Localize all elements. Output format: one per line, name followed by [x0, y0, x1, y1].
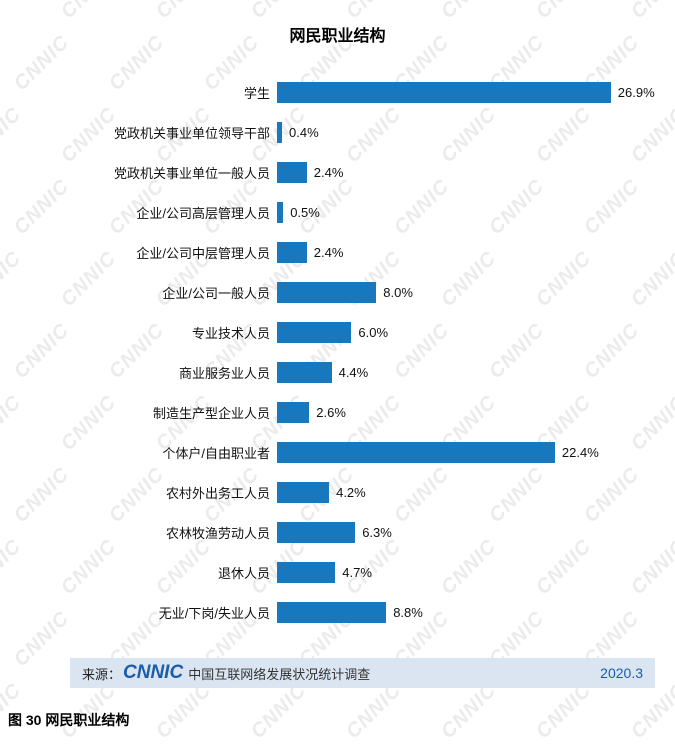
bar	[277, 81, 611, 103]
category-label: 商业服务业人员	[178, 365, 270, 381]
bar	[277, 561, 336, 583]
category-label: 党政机关事业单位领导干部	[113, 125, 270, 141]
chart-row: 党政机关事业单位一般人员 2.4%	[55, 152, 675, 192]
bar	[277, 521, 356, 543]
category-label: 个体户/自由职业者	[162, 445, 270, 461]
value-label: 4.4%	[338, 364, 369, 380]
bar	[277, 441, 555, 463]
bar	[277, 481, 330, 503]
cnnic-logo: CNNIC	[123, 662, 184, 683]
source-bar: 来源： CNNIC 中国互联网络发展状况统计调查 2020.3	[70, 658, 655, 688]
chart-row: 退休人员 4.7%	[55, 552, 675, 592]
value-label: 2.4%	[313, 164, 344, 180]
category-label: 党政机关事业单位一般人员	[113, 165, 270, 181]
category-label: 学生	[243, 85, 270, 101]
value-label: 8.8%	[393, 604, 423, 620]
category-label: 农林牧渔劳动人员	[165, 525, 270, 541]
bar	[277, 321, 352, 343]
bar	[277, 121, 282, 143]
value-label: 4.7%	[342, 564, 372, 580]
category-label: 退休人员	[217, 565, 270, 581]
chart-row: 农村外出务工人员 4.2%	[55, 472, 675, 512]
chart-row: 企业/公司高层管理人员 0.5%	[55, 192, 675, 232]
chart-row: 个体户/自由职业者 22.4%	[55, 432, 675, 472]
chart-row: 制造生产型企业人员 2.6%	[55, 392, 675, 432]
figure-caption: 图 30 网民职业结构	[8, 712, 130, 728]
category-label: 企业/公司一般人员	[162, 285, 270, 301]
chart-row: 企业/公司一般人员 8.0%	[55, 272, 675, 312]
value-label: 6.0%	[358, 324, 389, 340]
value-label: 4.2%	[336, 484, 366, 500]
category-label: 企业/公司中层管理人员	[136, 245, 270, 261]
chart-row: 学生 26.9%	[55, 72, 675, 112]
value-label: 8.0%	[383, 284, 413, 300]
category-label: 制造生产型企业人员	[152, 405, 270, 421]
bar	[277, 281, 377, 303]
chart-row: 农林牧渔劳动人员 6.3%	[55, 512, 675, 552]
bar-chart: 学生 26.9% 党政机关事业单位领导干部 0.4% 党政机关事业单位一般人员 2.4% 企…	[55, 72, 675, 632]
chart-row: 党政机关事业单位领导干部 0.4%	[55, 112, 675, 152]
value-label: 22.4%	[561, 444, 599, 460]
value-label: 26.9%	[617, 84, 655, 100]
source-text: 中国互联网络发展状况统计调查	[188, 666, 371, 682]
value-label: 2.4%	[313, 244, 344, 260]
bar	[277, 401, 310, 423]
value-label: 6.3%	[362, 524, 392, 540]
bar	[277, 601, 387, 623]
category-label: 无业/下岗/失业人员	[158, 605, 270, 621]
value-label: 0.4%	[289, 124, 319, 140]
source-date: 2020.3	[600, 665, 643, 681]
category-label: 农村外出务工人员	[165, 485, 270, 501]
category-label: 专业技术人员	[191, 325, 270, 341]
value-label: 2.6%	[316, 404, 346, 420]
bar	[277, 361, 332, 383]
chart-row: 专业技术人员 6.0%	[55, 312, 675, 352]
chart-row: 无业/下岗/失业人员 8.8%	[55, 592, 675, 632]
chart-row: 企业/公司中层管理人员 2.4%	[55, 232, 675, 272]
bar	[277, 161, 307, 183]
value-label: 0.5%	[290, 204, 320, 220]
category-label: 企业/公司高层管理人员	[136, 205, 270, 221]
chart-row: 商业服务业人员 4.4%	[55, 352, 675, 392]
bar	[277, 201, 284, 223]
source-prefix-label: 来源：	[82, 666, 122, 682]
chart-title: 网民职业结构	[289, 28, 386, 45]
bar	[277, 241, 307, 263]
